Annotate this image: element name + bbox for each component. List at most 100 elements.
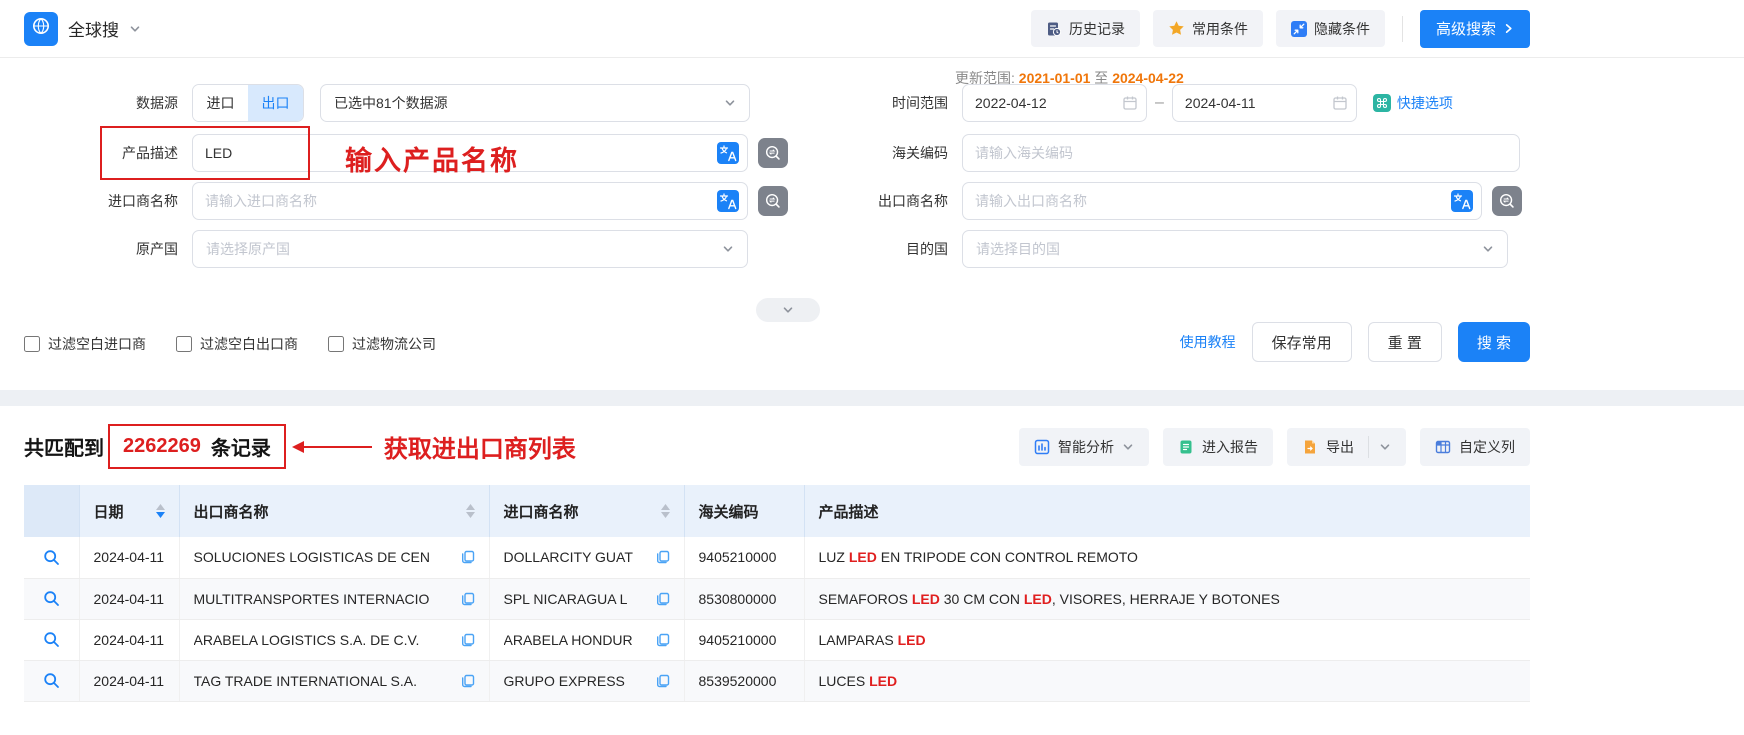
filter-checkbox[interactable] bbox=[24, 336, 40, 352]
column-header-importer[interactable]: 进口商名称 bbox=[489, 485, 685, 537]
column-header-date[interactable]: 日期 bbox=[79, 485, 180, 537]
search-button[interactable]: 搜 索 bbox=[1457, 322, 1530, 362]
tutorial-link[interactable]: 使用教程 bbox=[1179, 334, 1236, 350]
copy-icon[interactable] bbox=[461, 592, 475, 606]
cell-importer: SPL NICARAGUA L bbox=[489, 578, 685, 620]
dest-country-select[interactable]: 请选择目的国 bbox=[962, 230, 1508, 268]
results-actions: 智能分析 进入报告 导出 自定义列 bbox=[1019, 427, 1530, 466]
app-title: 全球搜 bbox=[68, 21, 119, 40]
filter-checkbox[interactable] bbox=[328, 336, 344, 352]
cell-date: 2024-04-11 bbox=[79, 537, 180, 579]
smart-analysis-button[interactable]: 智能分析 bbox=[1019, 427, 1149, 466]
filter-label: 过滤空白进口商 bbox=[48, 336, 146, 352]
favorite-conditions-button[interactable]: 常用条件 bbox=[1152, 10, 1263, 47]
collapse-icon bbox=[1290, 20, 1307, 37]
filter-item-1[interactable]: 过滤空白进口商 bbox=[24, 334, 146, 354]
highlighted-term: LED bbox=[869, 672, 898, 689]
exporter-input[interactable] bbox=[962, 182, 1482, 220]
filter-checkbox[interactable] bbox=[176, 336, 192, 352]
cell-importer-text[interactable]: ARABELA HONDUR bbox=[503, 631, 633, 648]
form-actions: 使用教程 保存常用 重 置 搜 索 bbox=[1180, 322, 1530, 362]
copy-icon[interactable] bbox=[656, 592, 670, 606]
divider bbox=[1401, 15, 1403, 42]
match-count-prefix: 共匹配到 bbox=[24, 438, 104, 460]
topbar-actions: 历史记录 常用条件 隐藏条件 高级搜索 bbox=[1030, 9, 1530, 48]
calendar-icon[interactable] bbox=[1332, 95, 1348, 111]
cell-importer-text[interactable]: GRUPO EXPRESS bbox=[503, 672, 625, 689]
column-label: 产品描述 bbox=[818, 503, 879, 521]
collapse-form-button[interactable] bbox=[756, 298, 820, 322]
copy-icon[interactable] bbox=[656, 674, 670, 688]
search-form: 输入产品名称 数据源 进口 出口 已选中81个数据源 产品描述 进口商名称 bbox=[0, 58, 1744, 390]
quick-options-link[interactable]: 快捷选项 bbox=[1372, 93, 1453, 113]
copy-icon[interactable] bbox=[461, 550, 475, 564]
export-icon bbox=[1302, 439, 1318, 455]
product-desc-input[interactable] bbox=[192, 134, 748, 172]
translate-icon[interactable] bbox=[717, 190, 739, 212]
analysis-icon bbox=[1034, 439, 1050, 455]
row-detail-search-icon[interactable] bbox=[43, 549, 60, 566]
enter-report-button[interactable]: 进入报告 bbox=[1163, 427, 1273, 466]
filter-item-3[interactable]: 过滤物流公司 bbox=[328, 334, 436, 354]
fuzzy-search-icon[interactable] bbox=[1492, 186, 1522, 216]
cell-exporter: MULTITRANSPORTES INTERNACIO bbox=[179, 578, 490, 620]
reset-button[interactable]: 重 置 bbox=[1367, 322, 1442, 362]
app-switcher[interactable]: 全球搜 bbox=[24, 11, 141, 46]
row-detail-search-icon[interactable] bbox=[43, 631, 60, 648]
column-header-exporter[interactable]: 出口商名称 bbox=[179, 485, 490, 537]
sort-toggle[interactable] bbox=[155, 504, 165, 518]
importer-input[interactable] bbox=[192, 182, 748, 220]
update-range-to: 至 bbox=[1094, 70, 1109, 86]
cell-importer: GRUPO EXPRESS bbox=[489, 660, 685, 702]
origin-country-select[interactable]: 请选择原产国 bbox=[192, 230, 748, 268]
row-detail-search-icon[interactable] bbox=[43, 590, 60, 607]
sort-toggle[interactable] bbox=[660, 504, 670, 518]
cell-importer-text[interactable]: SPL NICARAGUA L bbox=[503, 590, 628, 607]
chevron-down-icon[interactable] bbox=[1379, 441, 1391, 453]
cell-exporter-text[interactable]: TAG TRADE INTERNATIONAL S.A. bbox=[193, 672, 418, 689]
time-range-label: 时间范围 bbox=[892, 95, 948, 111]
save-favorite-button[interactable]: 保存常用 bbox=[1251, 322, 1352, 362]
chevron-down-icon[interactable] bbox=[129, 23, 141, 35]
sort-toggle[interactable] bbox=[465, 504, 475, 518]
table-row: 2024-04-11 SOLUCIONES LOGISTICAS DE CEN DO… bbox=[24, 537, 1530, 579]
annotation-text-results: 获取进出口商列表 bbox=[383, 434, 576, 463]
copy-icon[interactable] bbox=[656, 550, 670, 564]
update-range-end: 2024-04-22 bbox=[1112, 70, 1184, 86]
calendar-icon[interactable] bbox=[1122, 95, 1138, 111]
trade-type-toggle: 进口 出口 bbox=[192, 84, 304, 122]
cell-exporter-text[interactable]: ARABELA LOGISTICS S.A. DE C.V. bbox=[193, 631, 420, 648]
cell-importer-text[interactable]: DOLLARCITY GUAT bbox=[503, 549, 633, 566]
translate-icon[interactable] bbox=[717, 142, 739, 164]
hs-code-input[interactable] bbox=[962, 134, 1520, 172]
results-header: 共匹配到 2262269 条记录 获取进出口商列表 智能分析 进入报告 bbox=[24, 424, 1530, 469]
hs-code-label: 海关编码 bbox=[892, 145, 948, 161]
cell-exporter-text[interactable]: SOLUCIONES LOGISTICAS DE CEN bbox=[193, 549, 431, 566]
fuzzy-search-icon[interactable] bbox=[758, 138, 788, 168]
filter-item-2[interactable]: 过滤空白出口商 bbox=[176, 334, 298, 354]
advanced-search-button[interactable]: 高级搜索 bbox=[1419, 9, 1530, 48]
cell-importer: DOLLARCITY GUAT bbox=[489, 537, 685, 579]
date-end-input[interactable] bbox=[1171, 84, 1357, 122]
toggle-import[interactable]: 进口 bbox=[193, 85, 248, 121]
date-start-input[interactable] bbox=[962, 84, 1147, 122]
highlighted-term: LED bbox=[897, 631, 926, 648]
hide-conditions-button[interactable]: 隐藏条件 bbox=[1275, 10, 1385, 47]
copy-icon[interactable] bbox=[461, 674, 475, 688]
annotation-box-count: 2262269 条记录 bbox=[108, 424, 286, 469]
cell-exporter: TAG TRADE INTERNATIONAL S.A. bbox=[179, 660, 490, 702]
cell-exporter-text[interactable]: MULTITRANSPORTES INTERNACIO bbox=[193, 590, 430, 607]
results-section: 共匹配到 2262269 条记录 获取进出口商列表 智能分析 进入报告 bbox=[0, 406, 1744, 702]
row-detail-search-icon[interactable] bbox=[43, 672, 60, 689]
custom-columns-button[interactable]: 自定义列 bbox=[1420, 427, 1530, 466]
export-button[interactable]: 导出 bbox=[1287, 427, 1406, 466]
data-source-select[interactable]: 已选中81个数据源 bbox=[320, 84, 750, 122]
chevron-down-icon bbox=[1122, 441, 1134, 453]
fuzzy-search-icon[interactable] bbox=[758, 186, 788, 216]
advanced-search-label: 高级搜索 bbox=[1435, 21, 1496, 38]
translate-icon[interactable] bbox=[1451, 190, 1473, 212]
toggle-export[interactable]: 出口 bbox=[248, 85, 303, 121]
copy-icon[interactable] bbox=[461, 633, 475, 647]
history-button[interactable]: 历史记录 bbox=[1030, 10, 1140, 47]
copy-icon[interactable] bbox=[656, 633, 670, 647]
